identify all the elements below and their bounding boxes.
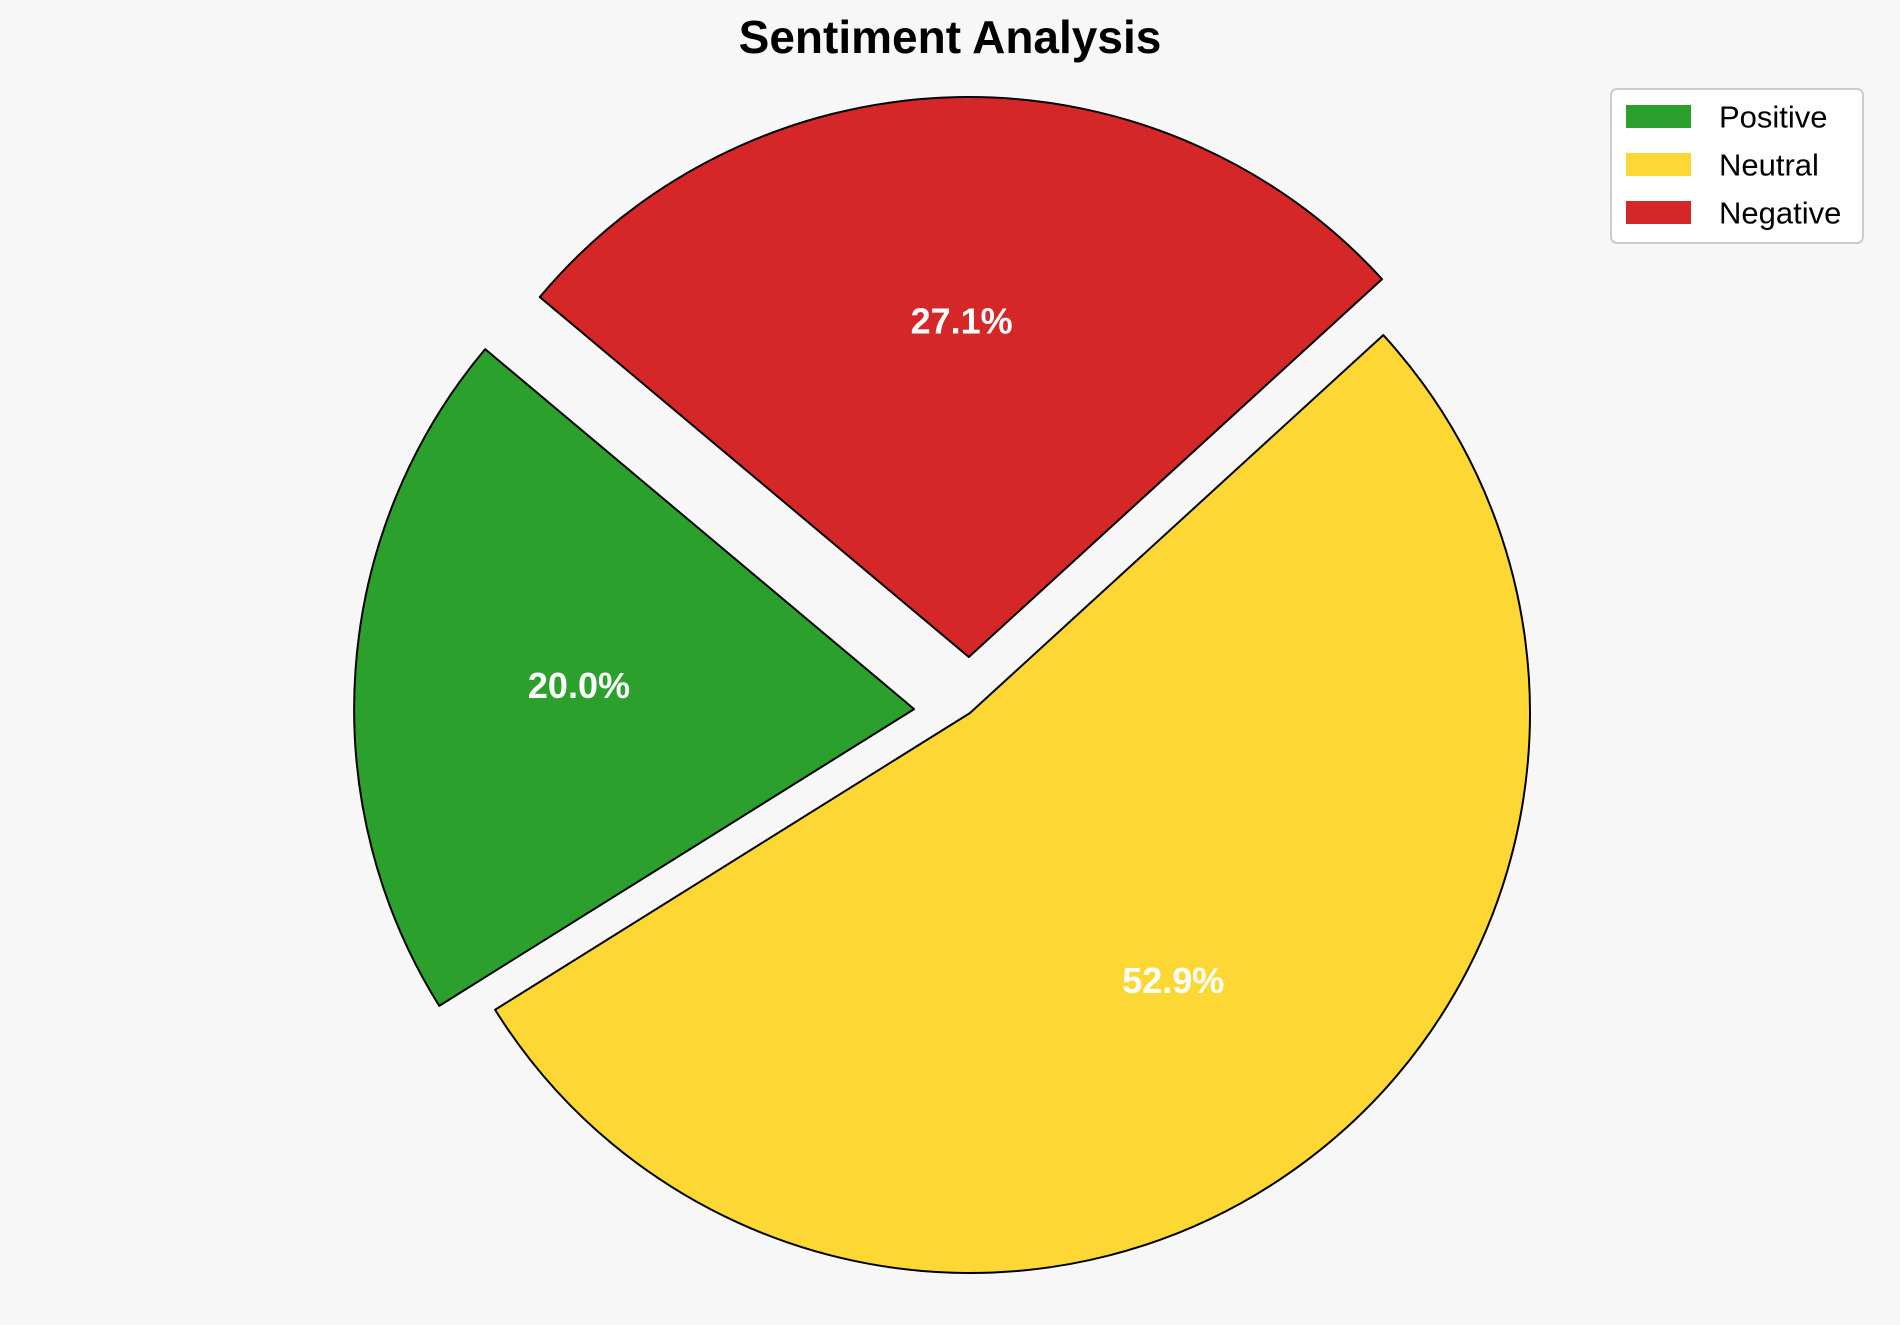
legend-swatch-negative (1626, 201, 1691, 224)
pie-slice-negative (538, 96, 1384, 659)
legend-label-negative: Negative (1719, 196, 1841, 231)
chart-legend: Positive Neutral Negative (1610, 88, 1864, 244)
pie-label-negative: 27.1% (911, 301, 1013, 342)
pie-slices (353, 96, 1532, 1275)
legend-label-positive: Positive (1719, 100, 1828, 135)
legend-items: Positive Neutral Negative (1626, 100, 1841, 231)
legend-swatch-neutral (1626, 153, 1691, 176)
pie-label-neutral: 52.9% (1122, 960, 1224, 1001)
pie-label-positive: 20.0% (528, 665, 630, 706)
chart-title: Sentiment Analysis (739, 11, 1162, 63)
legend-label-neutral: Neutral (1719, 148, 1819, 183)
pie-percentage-labels: 20.0% 52.9% 27.1% (528, 301, 1224, 1001)
pie-slice-neutral (494, 334, 1532, 1275)
pie-slice-positive (353, 348, 916, 1007)
legend-swatch-positive (1626, 105, 1691, 128)
